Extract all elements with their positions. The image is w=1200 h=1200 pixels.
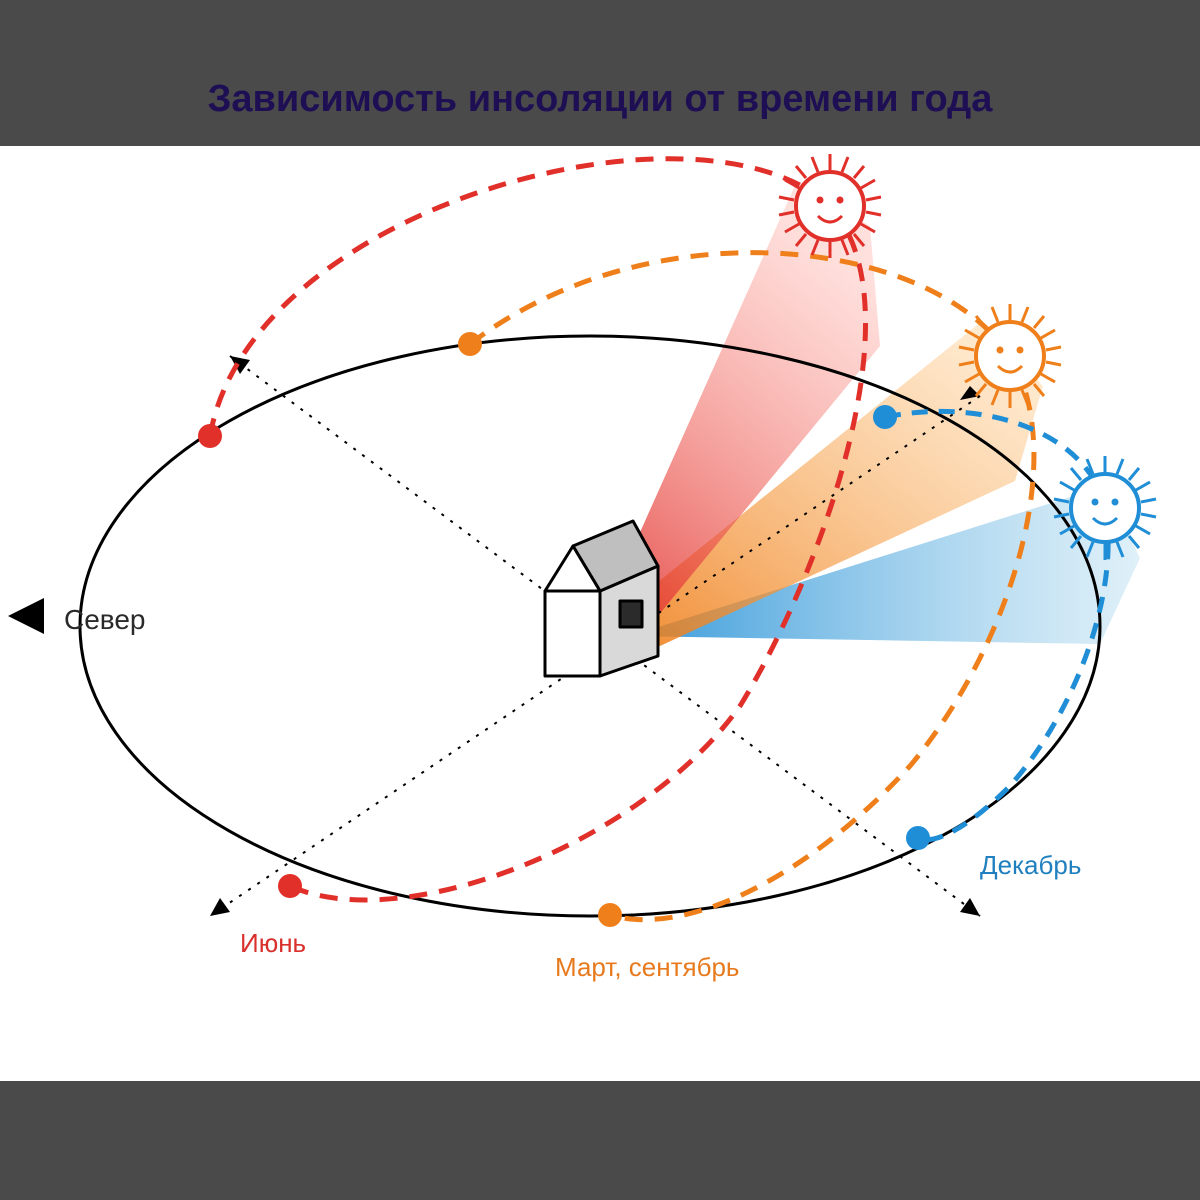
north-label: Север (64, 604, 146, 636)
house-icon (545, 521, 658, 676)
insolation-diagram-svg (0, 146, 1200, 1081)
diagram-canvas: Север Июнь Март, сентябрь Декабрь (0, 146, 1200, 1081)
label-june: Июнь (240, 928, 306, 959)
label-december: Декабрь (980, 850, 1081, 881)
page-title: Зависимость инсоляции от времени года (208, 78, 993, 121)
label-march-september: Март, сентябрь (555, 952, 739, 983)
north-triangle-icon (8, 598, 44, 634)
